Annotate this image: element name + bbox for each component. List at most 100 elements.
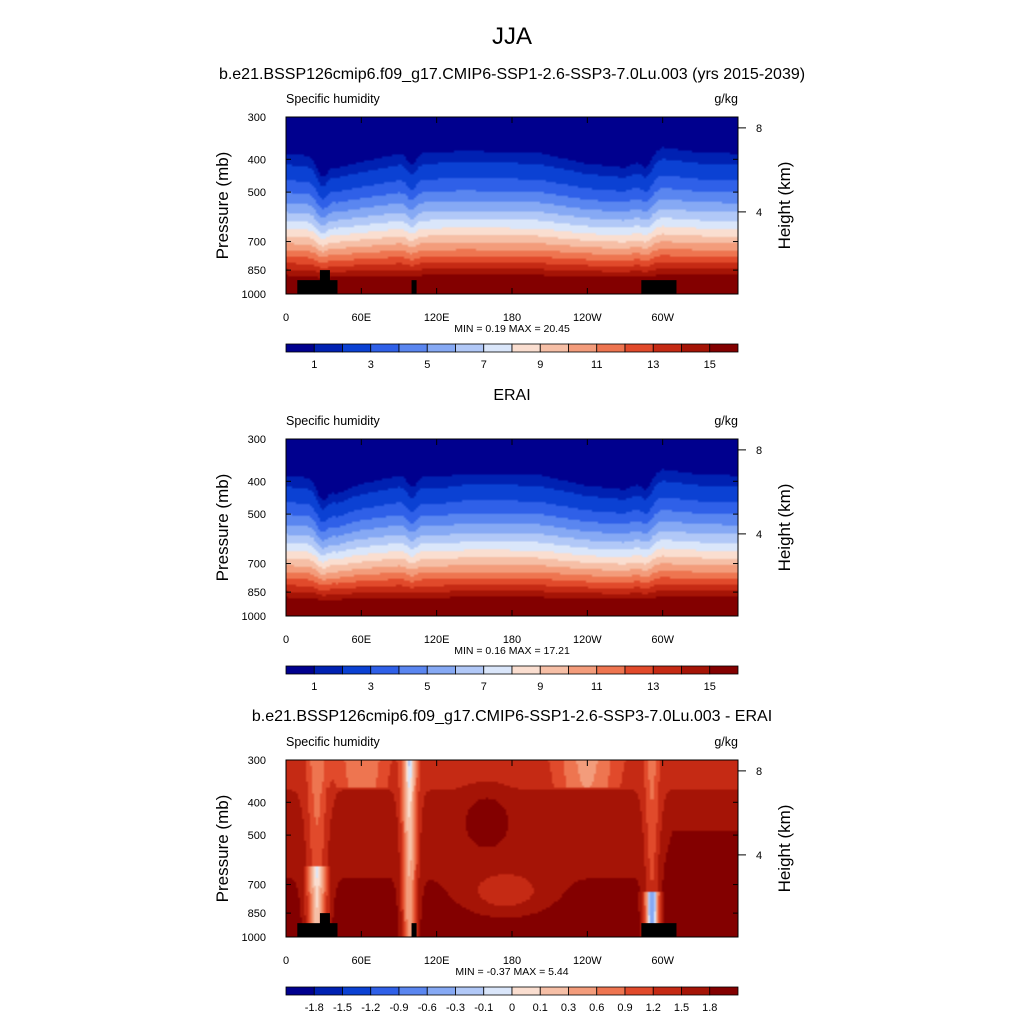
colorbar-label: 5 <box>424 359 430 371</box>
x-tick-label: 0 <box>283 634 289 646</box>
colorbar-label: 1.2 <box>646 1002 661 1014</box>
colorbar-label: 1 <box>311 359 317 371</box>
min-max-stats: MIN = -0.37 MAX = 5.44 <box>455 966 568 978</box>
colorbar-swatch <box>624 665 654 675</box>
y-tick-label: 850 <box>248 265 266 277</box>
y-tick-label: 850 <box>248 587 266 599</box>
colorbar-swatch <box>709 986 739 996</box>
y-tick-label: 1000 <box>242 932 266 944</box>
colorbar-swatch <box>624 343 654 353</box>
y2-axis-label: Height (km) <box>775 162 794 250</box>
x-tick-label: 120E <box>424 312 450 324</box>
colorbar-swatch <box>539 343 569 353</box>
left-string: Specific humidity <box>286 92 381 106</box>
colorbar-swatch <box>568 986 598 996</box>
y-tick-label: 700 <box>248 880 266 892</box>
heatmap-field <box>286 439 738 616</box>
panel-title: b.e21.BSSP126cmip6.f09_g17.CMIP6-SSP1-2.… <box>252 708 772 725</box>
y-axis-label: Pressure (mb) <box>213 795 232 903</box>
colorbar-swatch <box>483 986 513 996</box>
colorbar-swatch <box>426 343 456 353</box>
x-tick-label: 60W <box>651 955 674 967</box>
colorbar-swatch <box>426 986 456 996</box>
terrain-mask <box>641 280 677 294</box>
colorbar-swatch <box>342 343 372 353</box>
colorbar-label: 3 <box>368 359 374 371</box>
colorbar-label: 11 <box>591 681 602 693</box>
colorbar-label: -1.5 <box>333 1002 352 1014</box>
y-tick-label: 500 <box>248 187 266 199</box>
colorbar-swatch <box>313 343 343 353</box>
colorbar-label: 9 <box>537 359 543 371</box>
y2-tick-label: 8 <box>756 445 762 457</box>
colorbar-label: 13 <box>647 681 659 693</box>
colorbar-swatch <box>455 665 485 675</box>
colorbar-swatch <box>596 986 626 996</box>
colorbar-swatch <box>483 343 513 353</box>
panel-3: b.e21.BSSP126cmip6.f09_g17.CMIP6-SSP1-2.… <box>213 708 794 1014</box>
y-tick-label: 850 <box>248 908 266 920</box>
colorbar-label: 5 <box>424 681 430 693</box>
colorbar-label: -0.3 <box>446 1002 465 1014</box>
colorbar-swatch <box>313 986 343 996</box>
x-tick-label: 120E <box>424 634 450 646</box>
y-tick-label: 400 <box>248 797 266 809</box>
colorbar-label: 1.5 <box>674 1002 689 1014</box>
colorbar-label: 0.9 <box>617 1002 632 1014</box>
y-tick-label: 500 <box>248 830 266 842</box>
x-tick-label: 60E <box>352 634 372 646</box>
colorbar-label: 0.3 <box>561 1002 576 1014</box>
colorbar-swatch <box>681 986 711 996</box>
x-tick-label: 120E <box>424 955 450 967</box>
colorbar-swatch <box>539 665 569 675</box>
colorbar-swatch <box>370 343 400 353</box>
terrain-mask <box>319 270 330 294</box>
colorbar-label: -1.2 <box>361 1002 380 1014</box>
y-axis-label: Pressure (mb) <box>213 474 232 582</box>
figure-season-title: JJA <box>492 23 532 50</box>
colorbar-label: 9 <box>537 681 543 693</box>
colorbar-swatch <box>426 665 456 675</box>
y2-tick-label: 8 <box>756 123 762 135</box>
colorbar-swatch <box>511 665 541 675</box>
colorbar-swatch <box>511 986 541 996</box>
y-tick-label: 300 <box>248 434 266 446</box>
left-string: Specific humidity <box>286 414 381 428</box>
colorbar-swatch <box>652 343 682 353</box>
colorbar-swatch <box>596 343 626 353</box>
colorbar-label: 1.8 <box>702 1002 717 1014</box>
colorbar-swatch <box>511 343 541 353</box>
colorbar-label: 1 <box>311 681 317 693</box>
y-tick-label: 400 <box>248 476 266 488</box>
colorbar-swatch <box>285 986 315 996</box>
colorbar-swatch <box>285 343 315 353</box>
colorbar-swatch <box>568 665 598 675</box>
colorbar-swatch <box>652 986 682 996</box>
y2-tick-label: 4 <box>756 850 762 862</box>
colorbar-swatch <box>342 665 372 675</box>
colorbar-swatch <box>681 343 711 353</box>
colorbar-swatch <box>624 986 654 996</box>
colorbar-label: -0.6 <box>418 1002 437 1014</box>
colorbar-label: 13 <box>647 359 659 371</box>
x-tick-label: 180 <box>503 955 521 967</box>
min-max-stats: MIN = 0.19 MAX = 20.45 <box>454 323 570 335</box>
right-string: g/kg <box>714 92 738 106</box>
colorbar-swatch <box>455 986 485 996</box>
colorbar-label: 7 <box>481 359 487 371</box>
x-tick-label: 60E <box>352 312 372 324</box>
y-tick-label: 300 <box>248 755 266 767</box>
heatmap-field <box>286 117 738 294</box>
colorbar-swatch <box>370 986 400 996</box>
colorbar-label: -0.9 <box>390 1002 409 1014</box>
terrain-mask <box>641 923 677 937</box>
x-tick-label: 0 <box>283 955 289 967</box>
x-tick-label: 180 <box>503 634 521 646</box>
colorbar-swatch <box>285 665 315 675</box>
y-tick-label: 700 <box>248 237 266 249</box>
colorbar-swatch <box>596 665 626 675</box>
colorbar-swatch <box>652 665 682 675</box>
terrain-mask <box>297 280 338 294</box>
